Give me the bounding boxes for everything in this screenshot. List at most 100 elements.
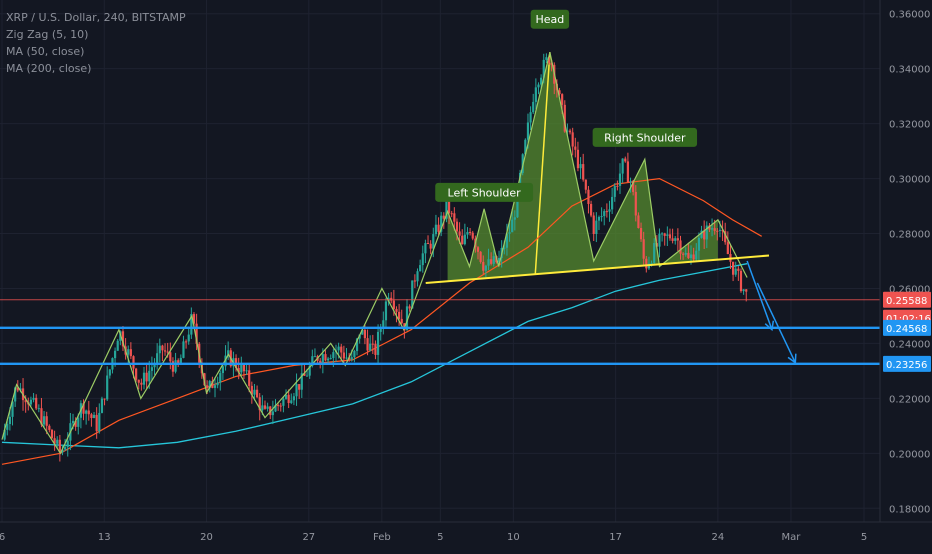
candle-body [637, 215, 640, 229]
candle-body [469, 231, 472, 233]
annotation-box [435, 182, 534, 202]
candle-body [618, 173, 622, 186]
candle-body [19, 388, 22, 391]
candle-body [432, 234, 435, 249]
candle-body [87, 410, 90, 415]
candle-body [705, 225, 708, 240]
candle-body [511, 219, 514, 233]
candle-body [379, 328, 382, 332]
candle-body [697, 237, 701, 251]
candle-body [158, 345, 161, 354]
candle-body [611, 196, 614, 210]
candle-body [369, 343, 372, 351]
candle-body [400, 318, 403, 324]
candle-body [574, 146, 577, 150]
candle-body [710, 228, 714, 230]
candle-body [182, 341, 185, 358]
forecast-arrow-1 [746, 260, 773, 330]
countdown-tag: 01:02:16 [886, 314, 931, 325]
indicator-zigzag[interactable]: Zig Zag (5, 10) [6, 28, 89, 41]
time-tick-label: 5 [437, 532, 443, 543]
candle-body [90, 414, 93, 418]
candle-body [642, 239, 645, 259]
candle-body [600, 216, 603, 218]
candle-body [587, 189, 590, 204]
candle-body [479, 251, 482, 262]
candle-body [206, 385, 209, 388]
candle-body [282, 398, 285, 406]
candle-body [687, 252, 690, 259]
candle-body [295, 384, 298, 397]
candle-body [476, 247, 480, 252]
candle-body [337, 346, 340, 351]
candle-body [82, 403, 85, 414]
candle-body [547, 57, 551, 63]
candle-body [14, 387, 17, 402]
annotation-label: Left Shoulder [448, 186, 522, 199]
indicator-ma50[interactable]: MA (50, close) [6, 45, 85, 58]
candle-body [650, 262, 653, 264]
candle-body [342, 352, 345, 359]
candle-body [174, 360, 177, 372]
candle-body [413, 280, 416, 282]
candle-body [103, 398, 106, 400]
candle-body [371, 343, 374, 345]
candle-body [95, 414, 98, 432]
candle-body [237, 367, 240, 373]
candle-body [308, 365, 311, 376]
candle-body [35, 397, 38, 409]
candle-body [184, 341, 188, 343]
candle-body [721, 229, 724, 232]
candle-body [284, 394, 288, 399]
candle-body [374, 343, 377, 355]
candle-body [592, 215, 595, 234]
candle-body [263, 405, 267, 409]
last-price-tag: 0.25588 [886, 296, 927, 307]
candle-body [179, 357, 182, 365]
candle-body [132, 356, 135, 369]
candle-body [700, 230, 703, 238]
candle-body [145, 372, 148, 382]
candle-body [227, 350, 230, 356]
candle-body [605, 211, 608, 213]
candle-body [616, 185, 619, 187]
candle-body [739, 270, 743, 292]
candle-body [279, 405, 282, 407]
candle-body [287, 394, 290, 404]
candle-body [440, 215, 443, 232]
candle-body [634, 191, 637, 216]
candle-body [116, 340, 119, 351]
candle-body [177, 360, 180, 365]
candle-body [529, 112, 532, 123]
candle-body [490, 259, 493, 264]
candle-body [455, 221, 459, 232]
candle-body [340, 346, 343, 353]
candle-body [58, 439, 61, 453]
candle-body [534, 87, 537, 102]
candle-body [329, 358, 332, 360]
candle-body [150, 367, 154, 371]
time-tick-label: Feb [373, 532, 391, 543]
candle-body [408, 306, 411, 309]
level-tag-2: 0.23256 [886, 360, 927, 371]
candle-body [250, 385, 253, 395]
candle-body [718, 229, 722, 231]
candle-body [434, 224, 438, 235]
candle-body [248, 370, 251, 386]
price-axis [880, 0, 932, 550]
candle-body [324, 354, 327, 361]
candle-body [461, 235, 464, 245]
time-axis [0, 522, 932, 550]
candle-body [98, 412, 101, 432]
candle-body [321, 354, 324, 363]
indicator-ma200[interactable]: MA (200, close) [6, 62, 92, 75]
candle-body [671, 238, 674, 241]
candle-body [211, 381, 214, 388]
symbol-title: XRP / U.S. Dollar, 240, BITSTAMP [6, 11, 186, 24]
candle-body [603, 211, 606, 217]
candle-body [135, 368, 138, 380]
candle-body [445, 201, 448, 219]
candle-body [40, 408, 43, 425]
